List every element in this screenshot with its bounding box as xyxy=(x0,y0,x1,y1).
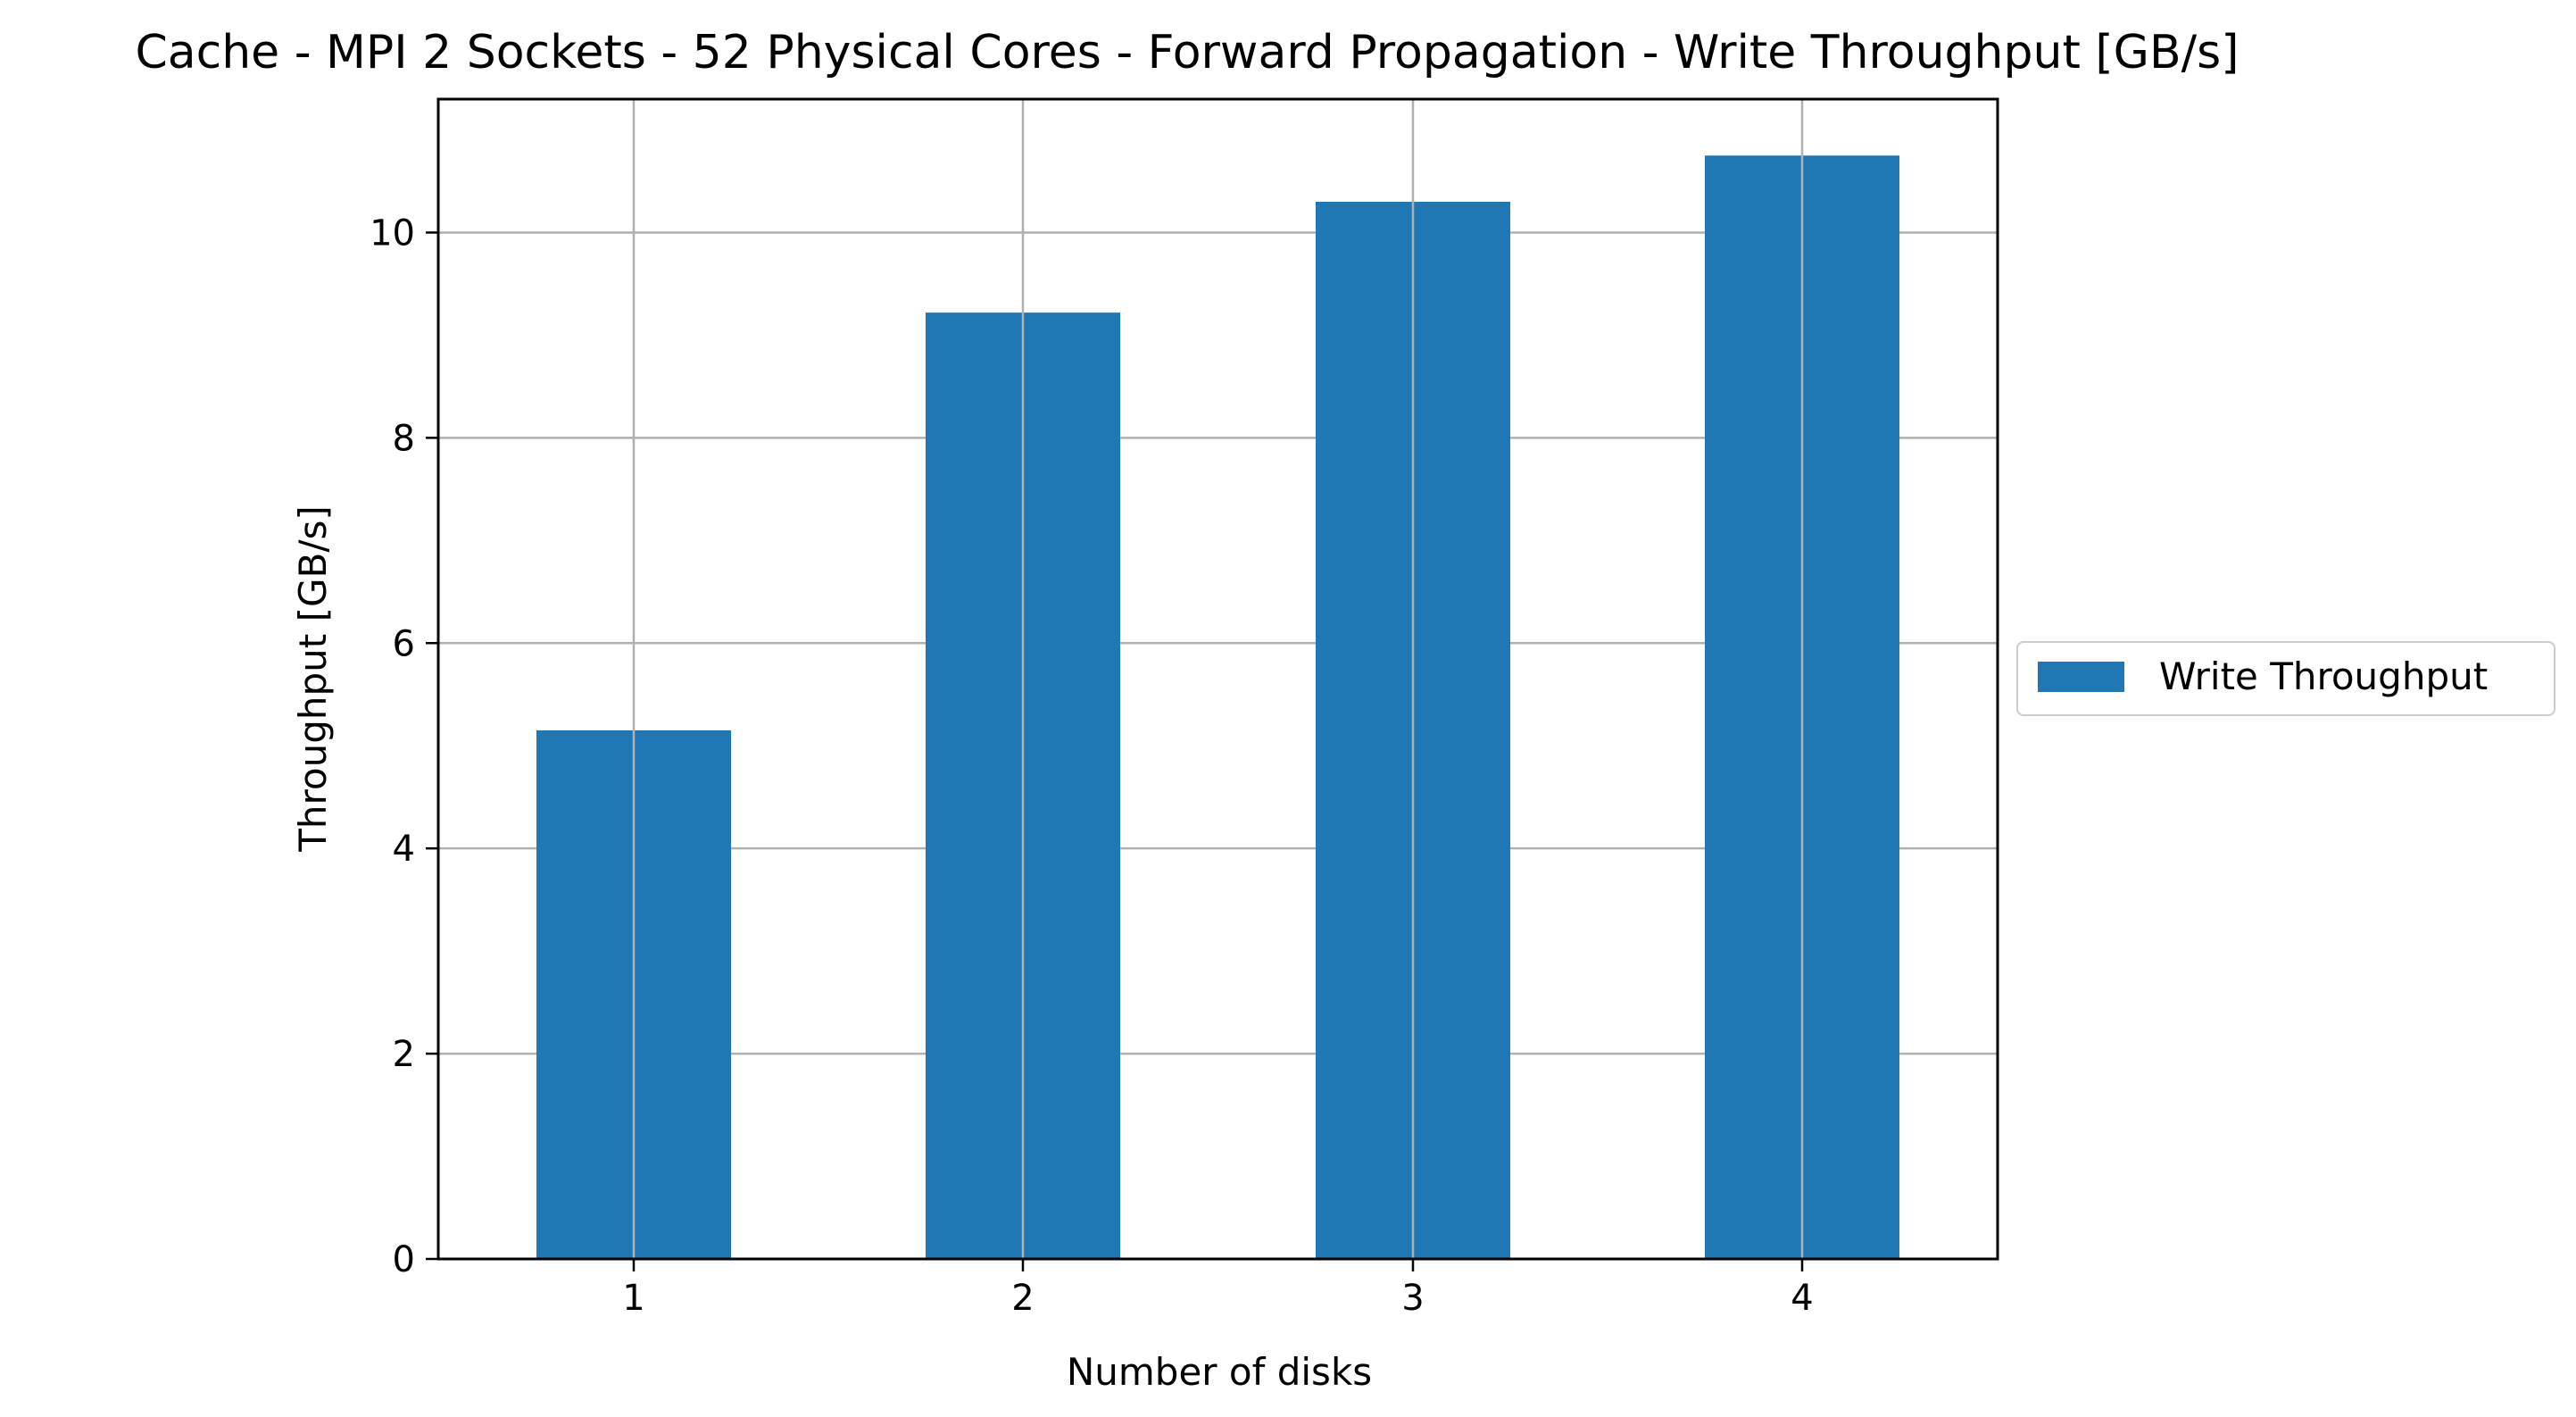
vertical-grid-layer xyxy=(632,99,1804,1259)
legend-swatch xyxy=(2038,662,2124,692)
legend-label: Write Throughput xyxy=(2159,654,2488,698)
y-tick-label: 8 xyxy=(393,418,415,459)
y-tick-label: 6 xyxy=(393,623,415,664)
y-tick-label: 4 xyxy=(393,829,415,870)
plot-frame xyxy=(436,97,1999,1261)
legend-box xyxy=(2016,641,2555,716)
x-axis-label: Number of disks xyxy=(1067,1350,1372,1394)
y-axis-label: Throughput [GB/s] xyxy=(291,505,335,852)
x-tick-label: 3 xyxy=(1401,1278,1424,1319)
x-tick-label: 4 xyxy=(1791,1278,1813,1319)
y-tick-label: 0 xyxy=(393,1239,415,1280)
x-tick-label: 2 xyxy=(1011,1278,1034,1319)
y-tick-label: 10 xyxy=(370,213,415,254)
y-tick-label: 2 xyxy=(393,1034,415,1075)
chart-title: Cache - MPI 2 Sockets - 52 Physical Core… xyxy=(135,26,2239,79)
x-tick-label: 1 xyxy=(622,1278,644,1319)
legend: Write Throughput xyxy=(2016,641,2555,716)
